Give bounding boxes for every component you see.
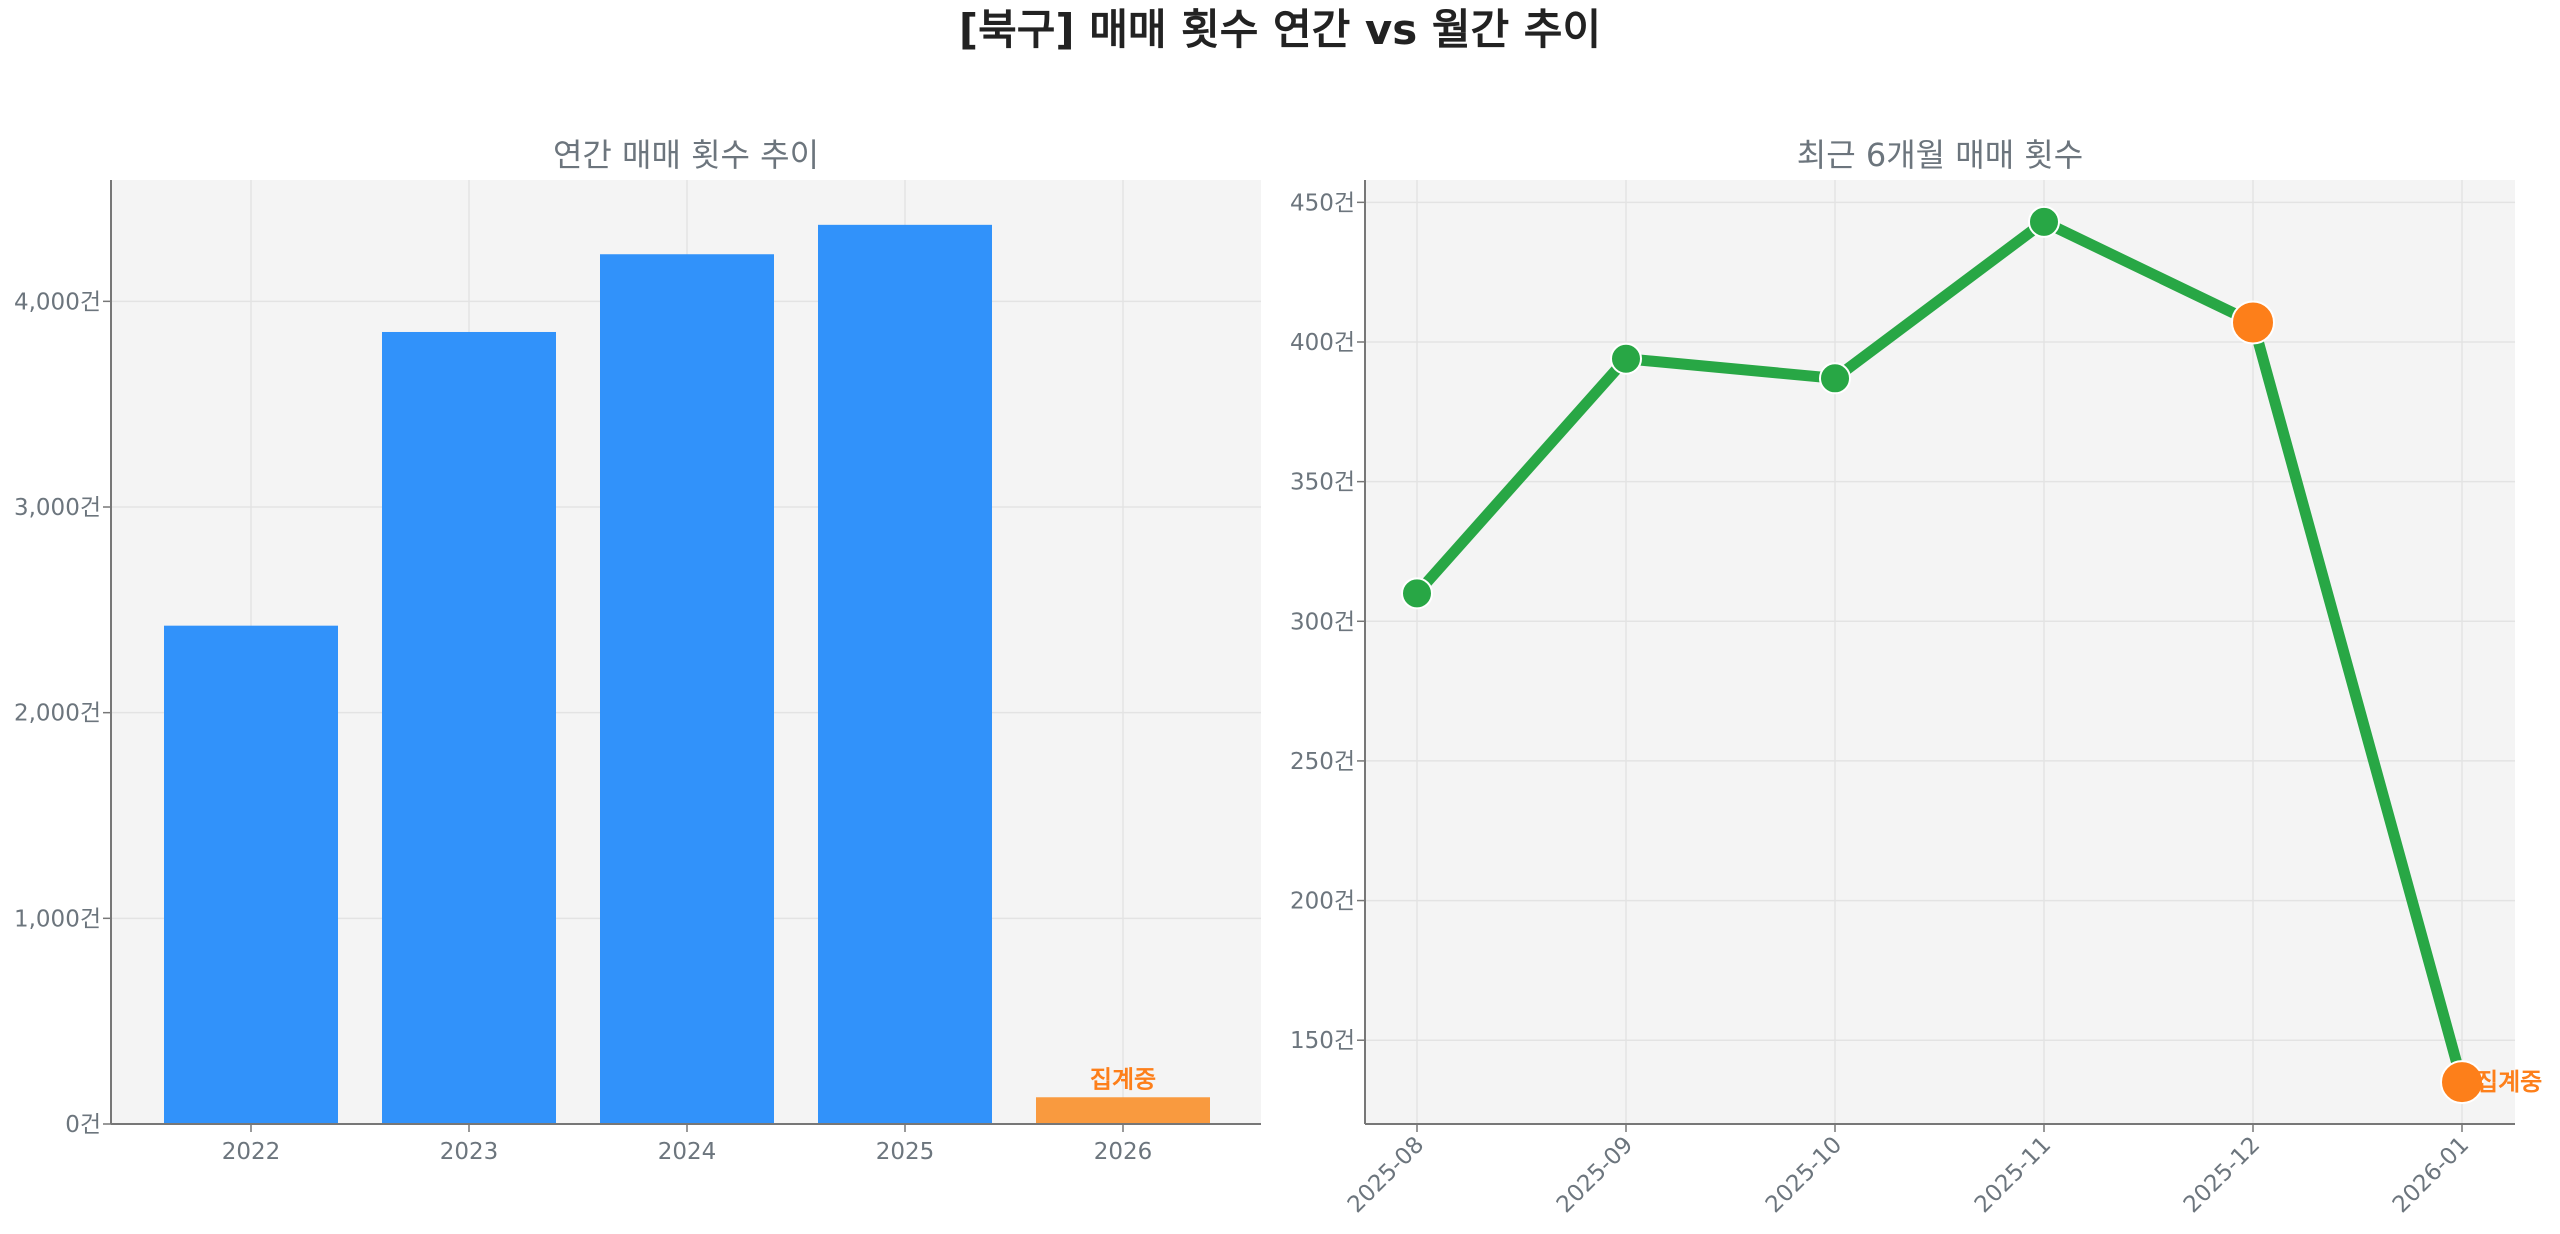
y-tick-label: 150건	[1290, 1028, 1355, 1054]
plot-area	[1365, 180, 2515, 1124]
bar-2023	[382, 331, 556, 1124]
y-tick-label: 3,000건	[14, 495, 101, 521]
x-tick-label: 2025-12	[2179, 1132, 2265, 1218]
bar-2024	[600, 254, 774, 1124]
x-tick-label: 2024	[658, 1139, 717, 1165]
figure-title: [북구] 매매 횟수 연간 vs 월간 추이	[959, 5, 1601, 54]
bar-2026	[1036, 1097, 1210, 1124]
bar-2022	[164, 625, 338, 1124]
y-tick-label: 4,000건	[14, 289, 101, 315]
y-tick-label: 0건	[65, 1112, 101, 1138]
y-tick-label: 1,000건	[14, 906, 101, 932]
y-tick-label: 200건	[1290, 889, 1355, 915]
point-2025-11	[2028, 205, 2060, 238]
annual-bar-chart: 연간 매매 횟수 추이 0건 1,000건 2,000건 3,000건 4,000건 202…	[14, 136, 1261, 1165]
bar-2025	[818, 224, 992, 1125]
series-line	[1412, 216, 2468, 1084]
y-tick-label: 400건	[1290, 330, 1355, 356]
point-2025-12	[2231, 300, 2275, 345]
x-tick-label: 2026-01	[2388, 1132, 2474, 1218]
monthly-line-chart: 최근 6개월 매매 횟수 150건 200건 250건 300건 350건 400건 450건…	[1290, 136, 2542, 1218]
data-label-in-progress: 집계중	[1090, 1065, 1156, 1093]
x-tick-label: 2025-10	[1761, 1132, 1847, 1218]
y-tick-label: 350건	[1290, 470, 1355, 496]
x-tick-label: 2026	[1094, 1139, 1153, 1165]
y-tick-label: 250건	[1290, 749, 1355, 775]
y-tick-label: 2,000건	[14, 701, 101, 727]
point-2025-08	[1401, 577, 1433, 610]
data-label-in-progress: 집계중	[2476, 1068, 2542, 1096]
chart-title: 최근 6개월 매매 횟수	[1797, 136, 2083, 174]
point-2026-01	[2440, 1060, 2484, 1105]
point-2025-10	[1819, 362, 1851, 395]
point-2025-09	[1610, 342, 1642, 375]
x-tick-label: 2023	[440, 1139, 499, 1165]
x-tick-label: 2025-11	[1970, 1132, 2056, 1218]
chart-title: 연간 매매 횟수 추이	[553, 136, 819, 174]
y-tick-label: 300건	[1290, 609, 1355, 635]
x-tick-label: 2025-08	[1343, 1132, 1429, 1218]
y-tick-label: 450건	[1290, 190, 1355, 216]
x-tick-label: 2022	[222, 1139, 281, 1165]
x-tick-label: 2025-09	[1552, 1132, 1638, 1218]
x-tick-label: 2025	[876, 1139, 935, 1165]
